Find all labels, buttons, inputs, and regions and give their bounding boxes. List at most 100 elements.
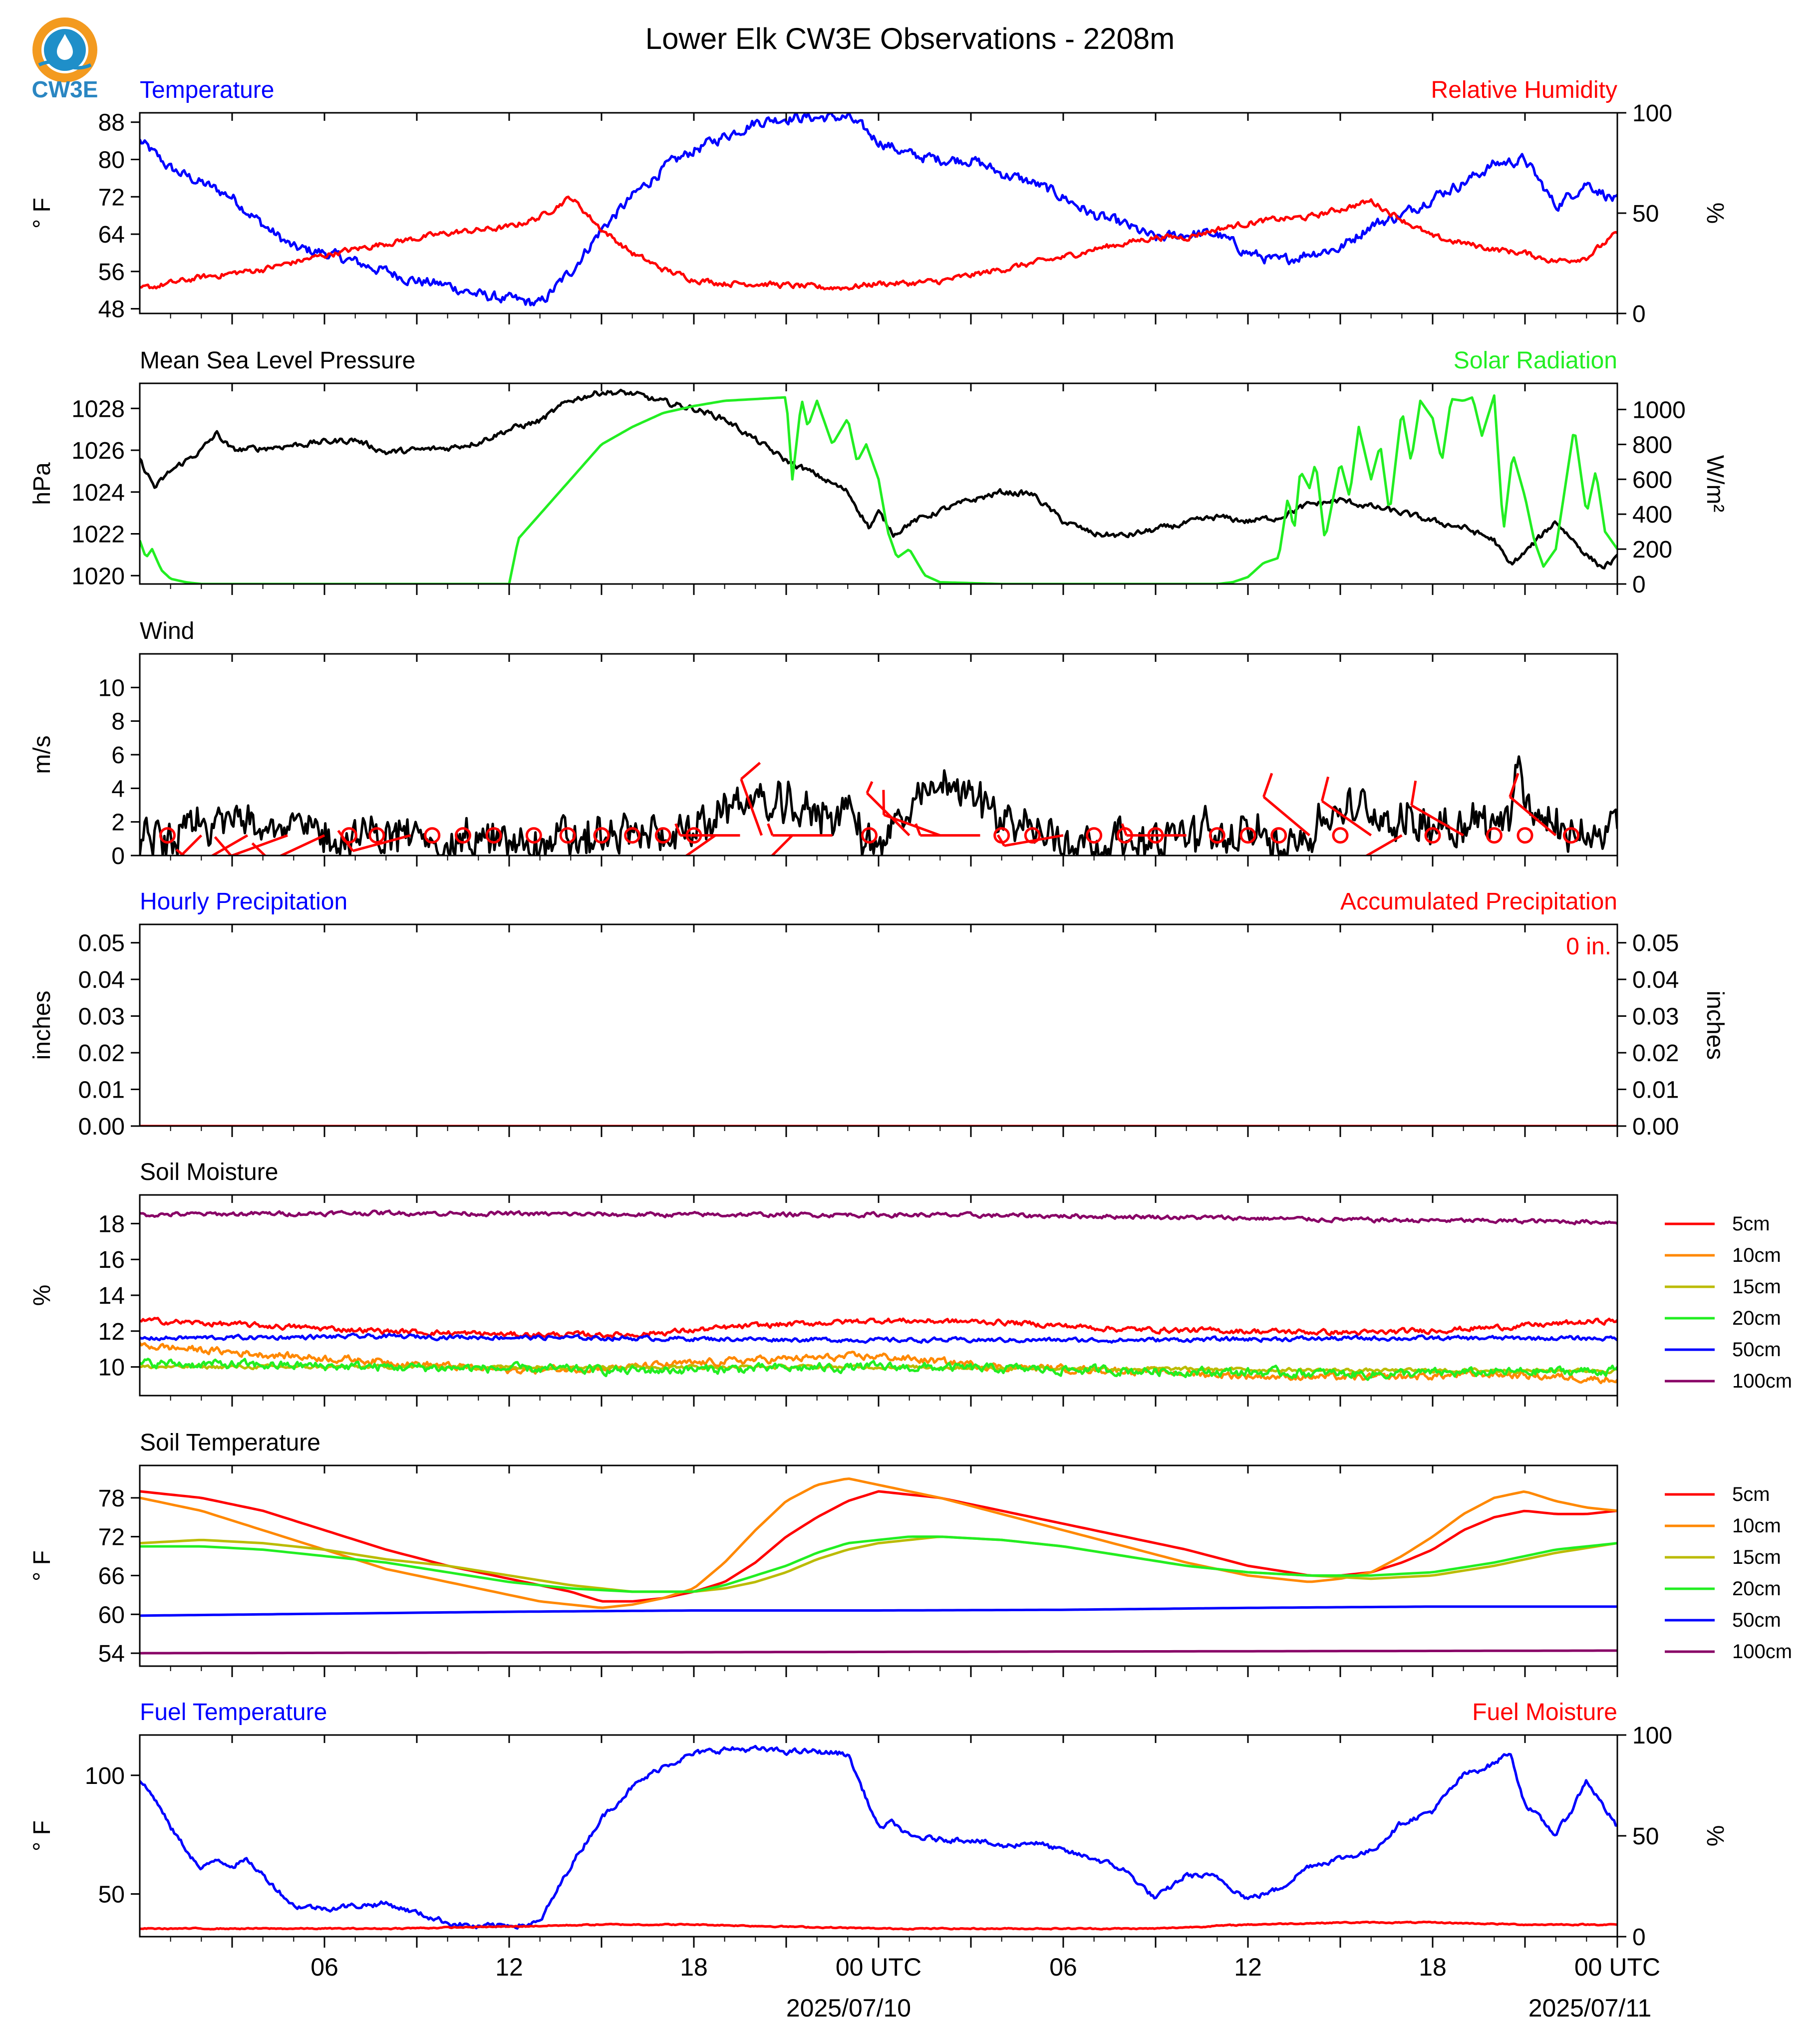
y-tick-label-right: 800 (1632, 432, 1672, 458)
panel-pressure_solar: Mean Sea Level Pressure Solar Radiation 10… (29, 347, 1728, 598)
y-tick-label: 50 (98, 1881, 125, 1908)
wind-barb-calm (624, 827, 641, 844)
legend-label: 100cm (1732, 1370, 1792, 1392)
y-axis-label: ° F (29, 1820, 55, 1851)
panels: Temperature Relative Humidity485664728088… (29, 77, 1792, 1981)
panel-title-right: Relative Humidity (1431, 77, 1617, 103)
series-line-10cm (140, 1342, 1617, 1385)
series-line-50cm (140, 1605, 1617, 1617)
wind-barb-staff (866, 792, 910, 837)
y-tick-label: 72 (98, 1524, 125, 1551)
series-line-20cm (140, 1358, 1617, 1381)
y-tick-label: 6 (111, 742, 125, 769)
wind-barb-staff (1509, 796, 1557, 837)
y-tick-label: 0 (111, 843, 125, 869)
wind-barb-calm (593, 827, 610, 844)
y-tick-label: 2 (111, 810, 125, 836)
legend-label: 15cm (1732, 1546, 1781, 1568)
y-tick-label: 12 (98, 1319, 125, 1345)
y-tick-label-right: 0 (1632, 1924, 1646, 1951)
y-tick-label: 8 (111, 709, 125, 735)
wind-barb-calm (1332, 827, 1349, 844)
y-tick-label-right: 0.00 (1632, 1114, 1679, 1140)
y-tick-label: 1022 (71, 522, 125, 548)
y-tick-label: 78 (98, 1485, 125, 1512)
series-line-fuel-temperature (140, 1744, 1617, 1930)
series-group (140, 388, 1617, 584)
panel-title-right: Fuel Moisture (1472, 1699, 1617, 1726)
wind-barb-calm (1270, 827, 1287, 844)
wind-barb-flag (214, 836, 233, 856)
wind-barb-calm (159, 827, 176, 844)
wind-barb-calm (1239, 827, 1256, 844)
series-line-20cm (140, 1535, 1617, 1593)
y-axis-label: hPa (29, 462, 55, 505)
wind-barb-staff (179, 834, 203, 856)
y-axis-label: inches (29, 991, 55, 1060)
legend: 5cm 10cm 15cm 20cm 50cm 100cm (1665, 1483, 1792, 1663)
y-tick-label-right: 100 (1632, 100, 1672, 127)
time-tick-label: 18 (1419, 1953, 1447, 1981)
panel-title-right: Accumulated Precipitation (1340, 888, 1617, 915)
wind-barb-calm (1563, 827, 1579, 844)
y-tick-label-right: 0 (1632, 572, 1646, 598)
panel-title-left: Hourly Precipitation (140, 888, 347, 915)
wind-barb-flag (251, 842, 267, 856)
series-line-50cm (140, 1332, 1617, 1344)
time-tick-label: 00 UTC (836, 1953, 921, 1981)
y-tick-label: 54 (98, 1641, 125, 1667)
wind-barb-staff (684, 834, 716, 856)
logo-ring (32, 17, 97, 82)
wind-barb-staff (883, 814, 941, 837)
y-tick-label: 0.00 (78, 1114, 125, 1140)
wind-barb-calm (1086, 827, 1103, 844)
y-tick-label: 56 (98, 259, 125, 286)
cw3e-logo: CW3E (32, 17, 98, 102)
wind-barb-calm (1209, 827, 1225, 844)
y-tick-label-right: 200 (1632, 537, 1672, 563)
legend-label: 10cm (1732, 1244, 1781, 1266)
panel-title-left: Soil Moisture (140, 1159, 278, 1185)
y-tick-label: 66 (98, 1563, 125, 1589)
panel-precip: Hourly Precipitation Accumulated Precipit… (29, 888, 1728, 1140)
wind-barb-flag (914, 823, 921, 836)
y-tick-label: 14 (98, 1283, 125, 1309)
time-tick-label: 00 UTC (1574, 1953, 1660, 1981)
legend-label: 50cm (1732, 1339, 1781, 1361)
y-tick-label-right: 0.01 (1632, 1077, 1679, 1104)
y-tick-label-right: 50 (1632, 1823, 1659, 1850)
legend: 5cm 10cm 15cm 20cm 50cm 100cm (1665, 1213, 1792, 1392)
wind-barb-calm (654, 827, 671, 844)
y-axis-label-right: % (1702, 203, 1728, 224)
panel-soil_moisture: Soil Moisture1012141618%5cm10cm15cm20cm5… (29, 1159, 1792, 1407)
y-tick-label-right: 600 (1632, 467, 1672, 493)
y-tick-label-right: 0.04 (1632, 967, 1679, 993)
wind-barb-flag (1509, 773, 1519, 798)
wind-barb-staff (770, 834, 794, 856)
wind-barb-staff (1004, 834, 1064, 847)
series-line-fuel-moisture (140, 1920, 1617, 1931)
wind-barb-flag (767, 823, 774, 836)
time-axis-labels: 06 12 18 00 UTC 06 12 18 00 UTC (310, 1953, 1660, 1981)
y-axis-label-right: W/m² (1702, 455, 1728, 513)
y-axis-label-right: % (1702, 1825, 1728, 1847)
series-line-100cm (140, 1209, 1617, 1225)
wind-barb-calm (485, 827, 502, 844)
series-group (140, 755, 1617, 856)
y-tick-label: 0.02 (78, 1040, 125, 1067)
y-tick-label: 0.03 (78, 1004, 125, 1030)
y-tick-label: 16 (98, 1247, 125, 1273)
wind-barb-flag (866, 781, 874, 794)
wind-barb-flag (148, 872, 159, 877)
y-axis-label: m/s (29, 735, 55, 774)
series-line-wind (140, 755, 1617, 856)
series-line-10cm (140, 1477, 1617, 1609)
legend-label: 5cm (1732, 1483, 1770, 1505)
y-tick-label: 0.05 (78, 930, 125, 957)
wind-barb-flag (1262, 773, 1273, 798)
series-line-100cm (140, 1649, 1617, 1655)
wind-barb-flag (1410, 780, 1417, 806)
wind-barb-calm (1486, 827, 1503, 844)
y-tick-label: 1024 (71, 480, 125, 506)
legend-label: 10cm (1732, 1515, 1781, 1537)
